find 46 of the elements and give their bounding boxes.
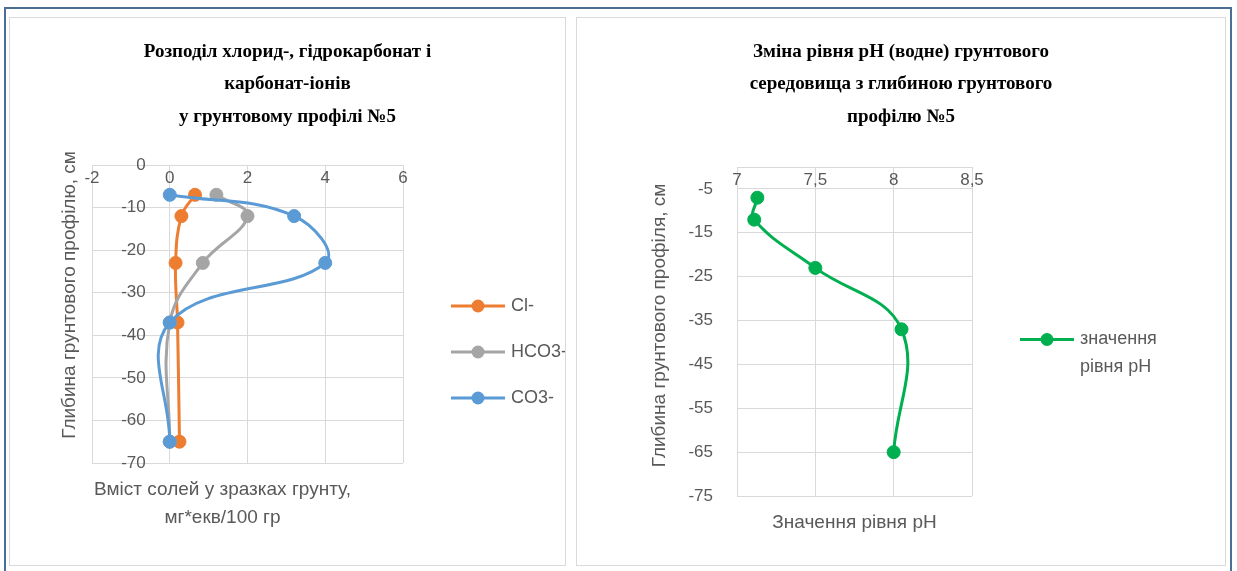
point bbox=[747, 212, 762, 227]
y-tick-label: -35 bbox=[688, 310, 713, 330]
y-tick-label: -30 bbox=[121, 282, 146, 302]
y-axis-title: Глибина грунтового профіля, см bbox=[648, 183, 670, 468]
point bbox=[886, 445, 901, 460]
x-tick-label: 0 bbox=[165, 167, 175, 187]
x-tick-label: 4 bbox=[320, 167, 330, 187]
point bbox=[318, 255, 333, 270]
x-tick-label: 2 bbox=[242, 167, 253, 187]
point bbox=[168, 255, 183, 270]
legend-label: значення рівня pH bbox=[1080, 328, 1157, 377]
x-tick-label: 7 bbox=[732, 169, 742, 189]
legend-label: Cl- bbox=[511, 294, 534, 315]
legend-label: CO3- bbox=[511, 386, 555, 407]
x-tick-label: 6 bbox=[398, 167, 408, 187]
y-tick-label: -65 bbox=[688, 441, 713, 461]
x-tick-label: 8,5 bbox=[960, 169, 984, 189]
y-tick-label: -5 bbox=[697, 178, 713, 198]
y-tick-label: -25 bbox=[688, 266, 713, 286]
y-tick-label: -70 bbox=[121, 452, 146, 472]
x-tick-label: 7,5 bbox=[803, 169, 828, 189]
x-tick-label: -2 bbox=[84, 167, 100, 187]
point bbox=[894, 322, 909, 337]
point bbox=[240, 209, 255, 224]
chart-title: Розподіл хлорид-, гідрокарбонат і карбонат-іонів у грунтовому профілі №5 bbox=[143, 39, 432, 126]
y-tick-label: -60 bbox=[121, 410, 146, 430]
point bbox=[750, 190, 765, 205]
point bbox=[162, 187, 177, 202]
y-tick-label: -40 bbox=[121, 324, 146, 344]
y-tick-label: -20 bbox=[121, 239, 146, 259]
point bbox=[195, 255, 210, 270]
y-axis-title: Глибина грунтового профілю, см bbox=[58, 151, 80, 439]
x-axis-title: Вміст солей у зразках грунту, мг*екв/100 гр bbox=[94, 478, 351, 528]
y-tick-label: -55 bbox=[688, 397, 713, 417]
y-tick-label: -45 bbox=[688, 354, 713, 374]
x-axis-title: Значення рівня pH bbox=[772, 511, 937, 533]
chart-title: Зміна рівня pH (водне) грунтового середовища з глибиною грунтового профілю №5 bbox=[749, 39, 1053, 126]
point bbox=[287, 209, 302, 224]
y-tick-label: -10 bbox=[121, 197, 146, 217]
y-tick-label: -75 bbox=[688, 485, 713, 505]
x-tick-label: 8 bbox=[888, 169, 899, 189]
y-tick-label: -50 bbox=[121, 367, 146, 387]
y-tick-label: -15 bbox=[688, 222, 713, 242]
y-tick-label: 0 bbox=[136, 154, 146, 174]
point bbox=[174, 209, 189, 224]
point bbox=[808, 260, 823, 275]
